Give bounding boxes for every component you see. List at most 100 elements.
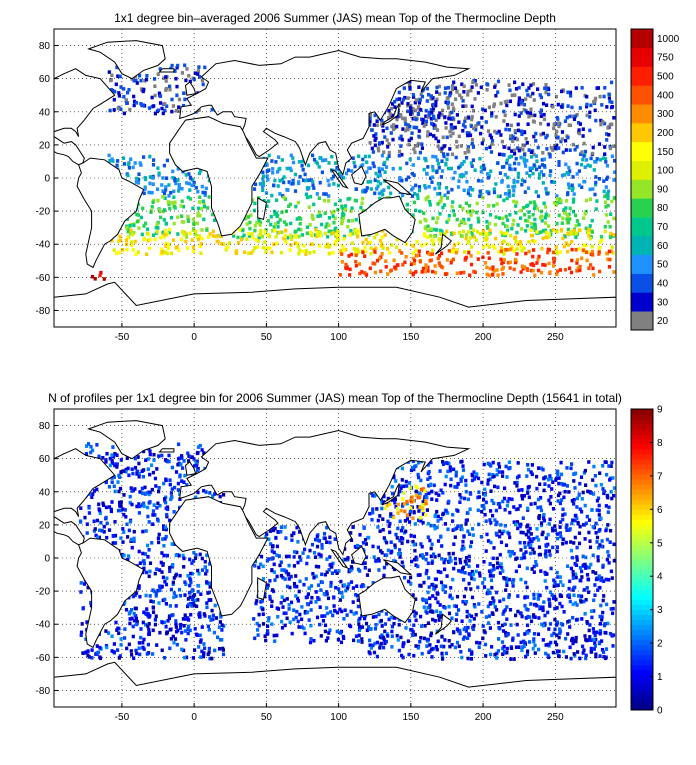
data-cell — [379, 270, 382, 274]
data-cell — [437, 493, 440, 497]
data-cell — [382, 247, 385, 251]
data-cell — [513, 236, 516, 240]
data-cell — [348, 273, 351, 277]
data-cell — [493, 246, 496, 250]
data-cell — [561, 518, 564, 522]
data-cell — [462, 90, 465, 94]
data-cell — [412, 93, 415, 97]
land-outline — [160, 69, 174, 72]
data-cell — [570, 232, 573, 236]
data-cell — [449, 586, 452, 590]
data-cell — [91, 275, 94, 279]
data-cell — [603, 195, 606, 199]
data-cell — [127, 163, 130, 167]
data-cell — [477, 509, 480, 513]
data-cell — [407, 176, 410, 180]
data-cell — [526, 267, 529, 271]
colorbar-label: 400 — [657, 90, 674, 101]
data-cell — [571, 519, 574, 523]
data-cell — [468, 204, 471, 208]
data-cell — [450, 111, 453, 115]
data-cell — [354, 260, 357, 264]
data-cell — [566, 91, 569, 95]
data-cell — [299, 222, 302, 226]
data-cell — [332, 214, 335, 218]
data-cell — [582, 154, 585, 158]
data-cell — [463, 160, 466, 164]
data-cell — [426, 87, 429, 91]
data-cell — [609, 212, 612, 216]
data-cell — [451, 200, 454, 204]
data-cell — [146, 232, 149, 236]
data-cell — [560, 90, 563, 94]
data-cell — [145, 529, 148, 533]
data-cell — [298, 590, 301, 594]
data-cell — [123, 554, 126, 558]
data-cell — [281, 605, 284, 609]
data-cell — [351, 241, 354, 245]
data-cell — [134, 240, 137, 244]
data-cell — [257, 566, 260, 570]
data-cell — [413, 259, 416, 263]
data-cell — [110, 500, 113, 504]
data-cell — [479, 132, 482, 136]
data-cell — [448, 249, 451, 253]
data-cell — [132, 248, 135, 252]
data-cell — [448, 147, 451, 151]
data-cell — [162, 482, 165, 486]
x-tick-label: -50 — [115, 332, 130, 343]
data-cell — [451, 597, 454, 601]
data-cell — [544, 216, 547, 220]
data-cell — [520, 270, 523, 274]
data-cell — [293, 564, 296, 568]
data-cell — [165, 479, 168, 483]
data-cell — [477, 490, 480, 494]
colorbar-swatch — [631, 67, 653, 86]
data-cell — [466, 148, 469, 152]
data-cell — [530, 502, 533, 506]
data-cell — [420, 244, 423, 248]
data-cell — [570, 240, 573, 244]
data-cell — [285, 188, 288, 192]
data-cell — [355, 253, 358, 257]
data-cell — [275, 242, 278, 246]
data-cell — [424, 263, 427, 267]
data-cell — [469, 507, 472, 511]
data-cell — [344, 589, 347, 593]
data-cell — [578, 542, 581, 546]
data-cell — [415, 98, 418, 102]
data-cell — [382, 129, 385, 133]
data-cell — [518, 96, 521, 100]
data-cell — [183, 624, 186, 628]
data-cell — [163, 233, 166, 237]
data-cell — [328, 252, 331, 256]
data-cell — [485, 243, 488, 247]
data-cell — [609, 529, 612, 533]
data-cell — [443, 561, 446, 565]
data-cell — [105, 516, 108, 520]
data-cell — [477, 257, 480, 261]
data-cell — [456, 272, 459, 276]
colorbar-label: 30 — [657, 297, 669, 308]
data-cell — [585, 522, 588, 526]
data-cell — [518, 149, 521, 153]
data-cell — [248, 227, 251, 231]
data-cell — [134, 161, 137, 165]
data-cell — [472, 270, 475, 274]
data-cell — [503, 258, 506, 262]
data-cell — [321, 171, 324, 175]
data-cell — [568, 267, 571, 271]
data-cell — [512, 219, 515, 223]
data-cell — [309, 231, 312, 235]
data-cell — [516, 247, 519, 251]
data-cell — [599, 95, 602, 99]
data-cell — [320, 554, 323, 558]
data-cell — [533, 632, 536, 636]
data-cell — [155, 506, 158, 510]
data-cell — [309, 641, 312, 645]
data-cell — [220, 242, 223, 246]
data-cell — [537, 632, 540, 636]
data-cell — [157, 541, 160, 545]
data-cell — [570, 462, 573, 466]
data-cell — [542, 468, 545, 472]
